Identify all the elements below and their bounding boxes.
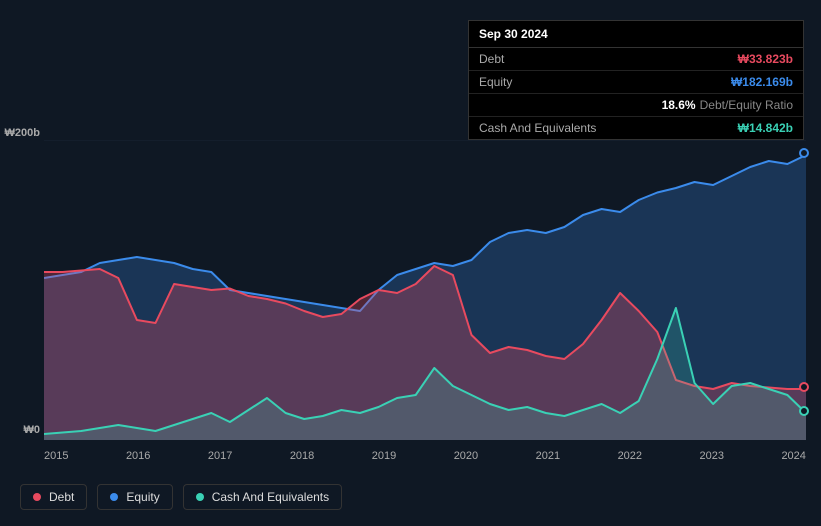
legend-label: Debt: [49, 490, 74, 504]
tooltip-row-label: Cash And Equivalents: [479, 121, 596, 135]
tooltip-row: Debt ₩33.823b: [469, 48, 803, 71]
legend-item-debt[interactable]: Debt: [20, 484, 87, 510]
x-axis-label: 2021: [536, 450, 560, 462]
legend-item-equity[interactable]: Equity: [97, 484, 172, 510]
x-axis-label: 2023: [700, 450, 724, 462]
legend-label: Equity: [126, 490, 159, 504]
x-axis-label: 2019: [372, 450, 396, 462]
x-axis-label: 2016: [126, 450, 150, 462]
x-axis: 2015 2016 2017 2018 2019 2020 2021 2022 2023 2024: [44, 450, 806, 462]
tooltip-row: Cash And Equivalents ₩14.842b: [469, 117, 803, 139]
chart-container: ₩200b ₩0 2015 2016 2017 2018 2019 2020 2021 2022…: [0, 0, 821, 526]
x-axis-label: 2018: [290, 450, 314, 462]
tooltip-row-value: ₩182.169b: [731, 75, 793, 89]
x-axis-label: 2020: [454, 450, 478, 462]
legend-dot-icon: [196, 493, 204, 501]
tooltip-row-label: Equity: [479, 75, 512, 89]
legend-dot-icon: [110, 493, 118, 501]
end-marker-icon: [799, 406, 809, 416]
legend-item-cash-and-equivalents[interactable]: Cash And Equivalents: [183, 484, 342, 510]
area-chart: [44, 140, 806, 440]
tooltip-row-value: ₩14.842b: [738, 121, 793, 135]
tooltip: Sep 30 2024 Debt ₩33.823b Equity ₩182.169b 1…: [468, 20, 804, 140]
legend: Debt Equity Cash And Equivalents: [20, 484, 342, 510]
y-axis-label: ₩200b: [0, 127, 40, 139]
legend-label: Cash And Equivalents: [212, 490, 329, 504]
x-axis-label: 2017: [208, 450, 232, 462]
tooltip-row-value: 18.6%Debt/Equity Ratio: [662, 98, 793, 112]
end-marker-icon: [799, 382, 809, 392]
tooltip-row: Equity ₩182.169b: [469, 71, 803, 94]
tooltip-row-label: Debt: [479, 52, 504, 66]
legend-dot-icon: [33, 493, 41, 501]
x-axis-label: 2024: [781, 450, 805, 462]
tooltip-row: 18.6%Debt/Equity Ratio: [469, 94, 803, 117]
tooltip-row-value: ₩33.823b: [738, 52, 793, 66]
y-axis-label: ₩0: [0, 424, 40, 436]
end-marker-icon: [799, 148, 809, 158]
x-axis-label: 2022: [618, 450, 642, 462]
x-axis-label: 2015: [44, 450, 68, 462]
tooltip-date: Sep 30 2024: [469, 21, 803, 48]
